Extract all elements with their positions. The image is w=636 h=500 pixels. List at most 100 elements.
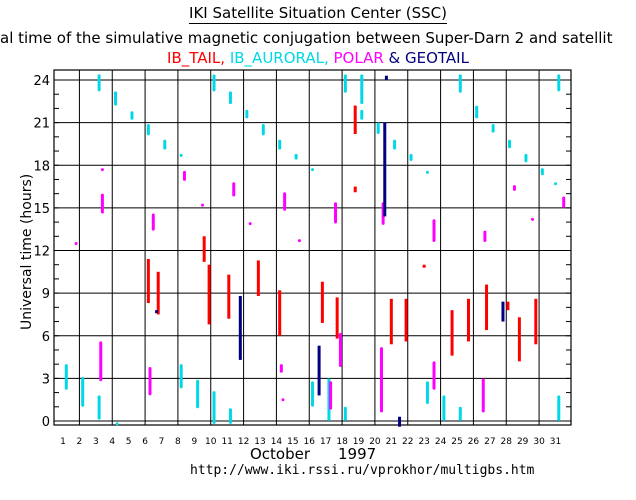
series-segment-ib-auroral bbox=[343, 406, 347, 421]
series-segment-ib-auroral bbox=[228, 408, 232, 424]
chart-subtitle: al time of the simulative magnetic conju… bbox=[0, 29, 613, 47]
series-segment-polar bbox=[74, 241, 78, 245]
legend-polar: POLAR bbox=[333, 49, 384, 67]
legend-ib-auroral: IB_AURORAL, bbox=[229, 49, 329, 67]
series-segment-ib-auroral bbox=[245, 109, 249, 119]
x-tick-label: 17 bbox=[320, 437, 331, 447]
series-segment-polar bbox=[297, 239, 301, 243]
x-tick-label: 24 bbox=[435, 437, 447, 447]
series-segment-polar bbox=[334, 202, 338, 224]
series-segment-ib-auroral bbox=[146, 124, 150, 136]
legend: IB_TAIL, IB_AURORAL, POLAR & GEOTAIL bbox=[0, 49, 636, 67]
series-segment-polar bbox=[483, 230, 487, 242]
x-tick-label: 5 bbox=[126, 437, 132, 447]
series-segment-ib-auroral bbox=[458, 406, 462, 421]
series-segment-ib-tail bbox=[256, 260, 260, 296]
series-segment-geotail bbox=[501, 301, 505, 322]
source-url: http://www.iki.rssi.ru/vprokhor/multigbs… bbox=[190, 463, 535, 478]
series-segment-polar bbox=[531, 217, 535, 221]
series-segment-ib-auroral bbox=[409, 153, 413, 161]
series-segment-ib-auroral bbox=[524, 153, 528, 163]
series-segment-ib-auroral bbox=[343, 74, 347, 93]
series-segment-ib-tail bbox=[156, 271, 160, 315]
series-segment-polar bbox=[338, 332, 342, 368]
x-tick-label: 14 bbox=[271, 437, 283, 447]
y-tick-label: 18 bbox=[33, 159, 50, 174]
series-segment-polar bbox=[283, 192, 287, 211]
series-segment-ib-tail bbox=[353, 105, 357, 134]
x-tick-label: 3 bbox=[93, 437, 99, 447]
x-tick-label: 12 bbox=[238, 437, 249, 447]
series-segment-ib-auroral bbox=[278, 139, 282, 150]
series-segment-ib-tail bbox=[207, 264, 211, 325]
series-segment-ib-auroral bbox=[130, 111, 134, 120]
series-segment-ib-auroral bbox=[442, 395, 446, 421]
x-tick-label: 13 bbox=[254, 437, 265, 447]
series-segment-ib-tail bbox=[485, 284, 489, 331]
series-segment-ib-tail bbox=[227, 274, 231, 319]
series-segment-ib-auroral bbox=[557, 74, 561, 92]
series-segment-ib-tail bbox=[506, 301, 510, 311]
x-tick-label: 1 bbox=[60, 437, 66, 447]
series-segment-polar bbox=[148, 367, 152, 396]
series-segment-polar bbox=[100, 168, 104, 172]
series-segment-geotail bbox=[155, 310, 159, 314]
series-segment-polar bbox=[432, 219, 436, 242]
x-tick-label: 19 bbox=[353, 437, 365, 447]
series-segment-polar bbox=[182, 170, 186, 181]
series-segment-ib-auroral bbox=[179, 153, 183, 157]
y-tick-label: 12 bbox=[33, 245, 50, 260]
x-tick-label: 28 bbox=[501, 437, 513, 447]
series-segment-polar bbox=[512, 185, 516, 191]
series-segment-ib-auroral bbox=[393, 139, 397, 150]
series-segment-ib-auroral bbox=[97, 74, 101, 92]
y-tick-label: 6 bbox=[42, 330, 50, 345]
x-tick-label: 9 bbox=[191, 437, 197, 447]
series-segment-ib-auroral bbox=[163, 139, 167, 150]
y-tick-label: 24 bbox=[33, 74, 50, 89]
series-segment-polar bbox=[329, 381, 333, 410]
x-tick-label: 29 bbox=[517, 437, 529, 447]
series-segment-polar bbox=[281, 398, 285, 402]
series-segment-geotail bbox=[384, 75, 388, 80]
series-segment-ib-auroral bbox=[294, 153, 298, 160]
x-tick-label: 23 bbox=[418, 437, 429, 447]
series-segment-ib-tail bbox=[202, 236, 206, 262]
x-tick-label: 18 bbox=[336, 437, 348, 447]
y-axis-label: Universal time (hours) bbox=[19, 173, 35, 330]
series-segment-ib-auroral bbox=[425, 170, 429, 174]
series-segment-ib-auroral bbox=[557, 395, 561, 421]
series-segment-ib-tail bbox=[335, 297, 339, 339]
series-segment-ib-auroral bbox=[114, 91, 118, 106]
series-segment-ib-tail bbox=[320, 281, 324, 323]
x-tick-label: 10 bbox=[205, 437, 217, 447]
x-tick-label: 4 bbox=[109, 437, 115, 447]
series-segment-ib-tail bbox=[534, 298, 538, 345]
series-segment-ib-tail bbox=[404, 298, 408, 342]
series-segment-ib-auroral bbox=[97, 395, 101, 420]
x-tick-label: 25 bbox=[451, 437, 462, 447]
series-segment-geotail bbox=[398, 416, 402, 427]
series-segment-ib-auroral bbox=[64, 364, 68, 390]
series-segment-ib-auroral bbox=[228, 91, 232, 105]
series-segment-ib-auroral bbox=[376, 122, 380, 134]
series-segment-ib-tail bbox=[450, 310, 454, 356]
series-segment-ib-tail bbox=[389, 298, 393, 345]
series-segment-ib-tail bbox=[353, 186, 357, 193]
series-segment-polar bbox=[248, 222, 252, 226]
series-segment-polar bbox=[279, 364, 283, 373]
series-segment-ib-auroral bbox=[196, 379, 200, 409]
series-segment-ib-tail bbox=[517, 317, 521, 362]
series-segment-ib-auroral bbox=[212, 74, 216, 92]
series-segment-ib-auroral bbox=[508, 139, 512, 149]
x-tick-label: 22 bbox=[402, 437, 413, 447]
series-segment-ib-auroral bbox=[458, 74, 462, 93]
series-segment-ib-auroral bbox=[311, 381, 315, 407]
series-segment-ib-auroral bbox=[425, 381, 429, 404]
series-segment-ib-tail bbox=[278, 290, 282, 336]
series-segment-ib-auroral bbox=[261, 124, 265, 136]
series-segment-ib-auroral bbox=[115, 422, 119, 426]
series-segment-ib-auroral bbox=[360, 109, 364, 120]
x-tick-label: 31 bbox=[550, 437, 561, 447]
